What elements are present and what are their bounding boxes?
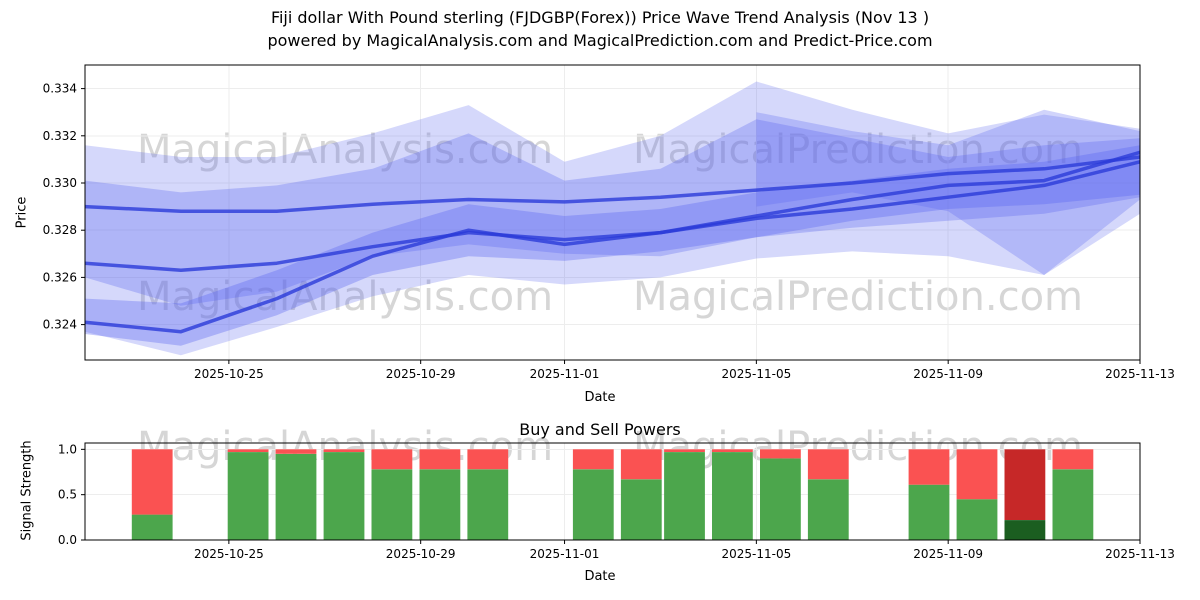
svg-text:2025-10-25: 2025-10-25 (194, 367, 264, 381)
sell-bar (1004, 449, 1046, 520)
price-date-axis-label: Date (584, 390, 616, 405)
mid-band (85, 119, 1140, 306)
svg-text:0.324: 0.324 (43, 318, 77, 332)
buy-bar (908, 484, 950, 540)
bar-chart-title: Buy and Sell Powers (519, 420, 681, 439)
buy-bar (572, 469, 614, 540)
sell-bar (956, 449, 998, 500)
svg-text:2025-11-05: 2025-11-05 (721, 547, 791, 561)
signal-chart: 2025-10-25 2025-10-29 2025-11-01 2025-11-05… (58, 442, 1175, 561)
price-chart: 2025-10-25 2025-10-29 2025-11-01 2025-11-05… (43, 64, 1175, 381)
buy-bar (712, 452, 753, 540)
watermark-prediction-mid: MagicalPrediction.com (633, 274, 1083, 320)
svg-text:0.332: 0.332 (43, 129, 77, 143)
svg-text:2025-11-05: 2025-11-05 (721, 367, 791, 381)
svg-text:0.5: 0.5 (58, 488, 77, 502)
signal-date-axis-label: Date (584, 569, 616, 584)
lower-trend-line (84, 150, 1141, 334)
buy-bar (323, 452, 365, 540)
sell-bar (419, 449, 461, 470)
sell-bar (467, 449, 509, 470)
sell-bar (227, 449, 269, 452)
sell-bar (1052, 449, 1094, 470)
sell-bar (760, 449, 801, 459)
svg-text:1.0: 1.0 (58, 442, 77, 456)
buy-bar (620, 479, 662, 540)
sell-bar (712, 449, 753, 452)
buy-bar (1004, 520, 1046, 540)
sell-bar (371, 449, 413, 470)
buy-bar (956, 499, 998, 540)
buy-bar (664, 452, 705, 540)
svg-text:2025-11-01: 2025-11-01 (530, 367, 600, 381)
subtitle: powered by MagicalAnalysis.com and Magic… (267, 31, 933, 50)
svg-text:2025-11-09: 2025-11-09 (913, 367, 983, 381)
price-axis-label: Price (14, 196, 30, 229)
sell-bar (131, 449, 173, 515)
svg-text:2025-10-29: 2025-10-29 (386, 367, 456, 381)
upper-trend-line (84, 155, 1141, 214)
buy-bar (275, 453, 317, 540)
sell-bar (664, 449, 705, 452)
sell-bar (323, 449, 365, 452)
watermark-prediction-top: MagicalPrediction.com (633, 127, 1083, 173)
svg-text:0.326: 0.326 (43, 270, 77, 284)
svg-text:0.328: 0.328 (43, 223, 77, 237)
outer-band (85, 81, 1140, 356)
sell-bar (807, 449, 849, 480)
signal-axis-label: Signal Strength (19, 440, 35, 541)
main-title: Fiji dollar With Pound sterling (FJDGBP(… (270, 8, 930, 27)
buy-bar (131, 514, 173, 540)
buy-bar (467, 469, 509, 540)
sell-bar (620, 449, 662, 480)
svg-text:2025-11-01: 2025-11-01 (530, 547, 600, 561)
watermark-analysis-top: MagicalAnalysis.com (136, 127, 554, 173)
sell-bar (908, 449, 950, 485)
buy-bar (760, 458, 801, 540)
sell-bar (275, 449, 317, 454)
buy-bar (371, 469, 413, 540)
svg-text:2025-10-29: 2025-10-29 (386, 547, 456, 561)
right-swirl-band (756, 109, 1140, 275)
svg-text:2025-11-09: 2025-11-09 (913, 547, 983, 561)
svg-text:0.334: 0.334 (43, 82, 77, 96)
buy-bar (807, 479, 849, 540)
svg-text:2025-11-13: 2025-11-13 (1105, 367, 1175, 381)
svg-text:2025-10-25: 2025-10-25 (194, 547, 264, 561)
buy-bar (419, 469, 461, 540)
buy-bar (227, 452, 269, 540)
sell-bar (572, 449, 614, 470)
watermark-analysis-mid: MagicalAnalysis.com (136, 274, 554, 320)
svg-text:0.330: 0.330 (43, 176, 77, 190)
buy-bar (1052, 469, 1094, 540)
svg-text:2025-11-13: 2025-11-13 (1105, 547, 1175, 561)
mid-trend-line (84, 160, 1141, 273)
svg-text:0.0: 0.0 (58, 533, 77, 547)
